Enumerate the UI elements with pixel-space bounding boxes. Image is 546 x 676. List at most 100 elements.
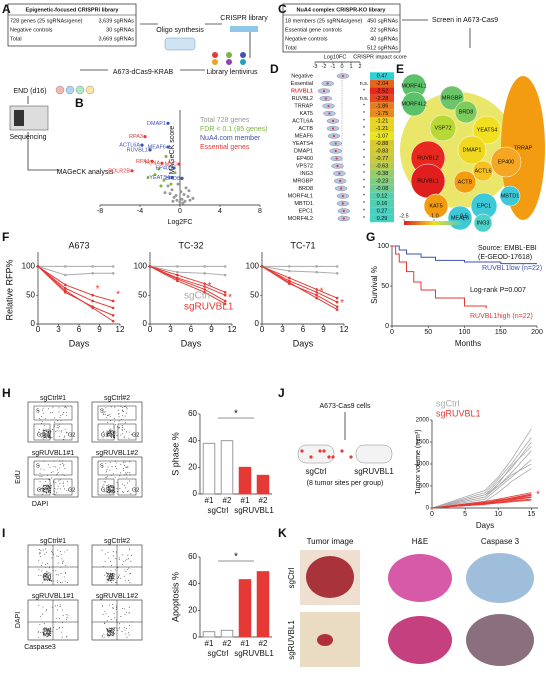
event [44, 437, 46, 438]
event [121, 554, 123, 556]
gate [33, 478, 51, 496]
event [102, 437, 104, 439]
event [117, 577, 119, 579]
event [39, 624, 41, 625]
event [49, 630, 51, 632]
flow-title: sgCtrl#2 [104, 538, 130, 545]
event [42, 613, 44, 615]
event [63, 560, 64, 562]
event [125, 466, 127, 468]
table-cell: Essential gene controls [285, 27, 342, 33]
marker [223, 302, 227, 306]
event [107, 466, 109, 468]
legend-entry: FDR < 0.1 (85 genes) [200, 126, 268, 133]
event [47, 428, 49, 430]
event [66, 431, 68, 433]
median [334, 149, 337, 153]
event [58, 411, 60, 413]
x-tick-label: #1 [241, 496, 250, 505]
x-tick-label: 12 [340, 325, 349, 334]
event [130, 434, 132, 436]
marker [64, 286, 67, 290]
event [49, 435, 50, 437]
event [111, 572, 113, 574]
step-label: A673-dCas9-KRAB [113, 69, 174, 76]
y-tick-label: 20 [188, 605, 197, 614]
event [64, 488, 66, 490]
event [43, 491, 44, 493]
event [106, 468, 108, 470]
x-tick-label: 0 [340, 64, 343, 70]
event [51, 485, 53, 486]
event [130, 572, 131, 574]
x-axis-label: Days [476, 521, 494, 530]
event [110, 582, 112, 584]
event [109, 431, 111, 433]
score-label: -1.07 [376, 133, 389, 139]
event [43, 634, 45, 636]
event [118, 577, 120, 578]
score-cell [370, 139, 394, 148]
flow-plot [27, 401, 79, 443]
event [47, 574, 49, 576]
event [66, 636, 68, 638]
event [64, 551, 66, 553]
event [44, 488, 46, 490]
marker [288, 276, 291, 280]
curve-label: RUVBL1high (n=22) [470, 313, 533, 320]
point [168, 192, 172, 196]
event [109, 493, 111, 495]
event [64, 406, 66, 408]
significance: * [363, 111, 366, 117]
event [112, 607, 114, 609]
point [184, 186, 188, 190]
score-label: -0.23 [376, 178, 389, 184]
event [107, 631, 109, 633]
event [60, 554, 62, 556]
event [110, 485, 112, 487]
table-cell: 18 members (25 sgRNAs/gene) [285, 18, 363, 24]
event [48, 436, 50, 438]
event [114, 487, 116, 489]
marker [176, 279, 179, 283]
event [47, 576, 49, 578]
event [49, 632, 51, 634]
event [48, 575, 50, 577]
event [45, 488, 47, 490]
point [176, 182, 180, 186]
point [160, 161, 164, 165]
event [126, 476, 128, 478]
marker [288, 265, 291, 268]
gene-label: RUVBL1 [127, 147, 148, 153]
event [118, 427, 120, 429]
event [113, 632, 115, 634]
event [65, 573, 66, 575]
event [110, 436, 112, 438]
gate-label: G2 [132, 487, 139, 493]
median [335, 157, 338, 160]
marker [176, 265, 179, 268]
flow-arrows [27, 23, 251, 171]
event [49, 567, 50, 569]
event [65, 614, 67, 616]
event [107, 633, 109, 635]
event [106, 575, 108, 577]
event [106, 575, 108, 577]
event [53, 465, 55, 467]
event [110, 431, 112, 433]
event [116, 488, 118, 490]
marker [91, 265, 94, 268]
event [120, 463, 122, 465]
event [39, 476, 41, 478]
y-tick-label: 50 [138, 290, 147, 299]
event [47, 435, 48, 437]
event [61, 636, 63, 638]
event [47, 572, 49, 574]
score-cell [370, 154, 394, 163]
event [47, 432, 49, 434]
event [108, 576, 110, 578]
event [103, 574, 105, 576]
y-tick-label: 50 [26, 290, 35, 299]
event [41, 475, 43, 477]
